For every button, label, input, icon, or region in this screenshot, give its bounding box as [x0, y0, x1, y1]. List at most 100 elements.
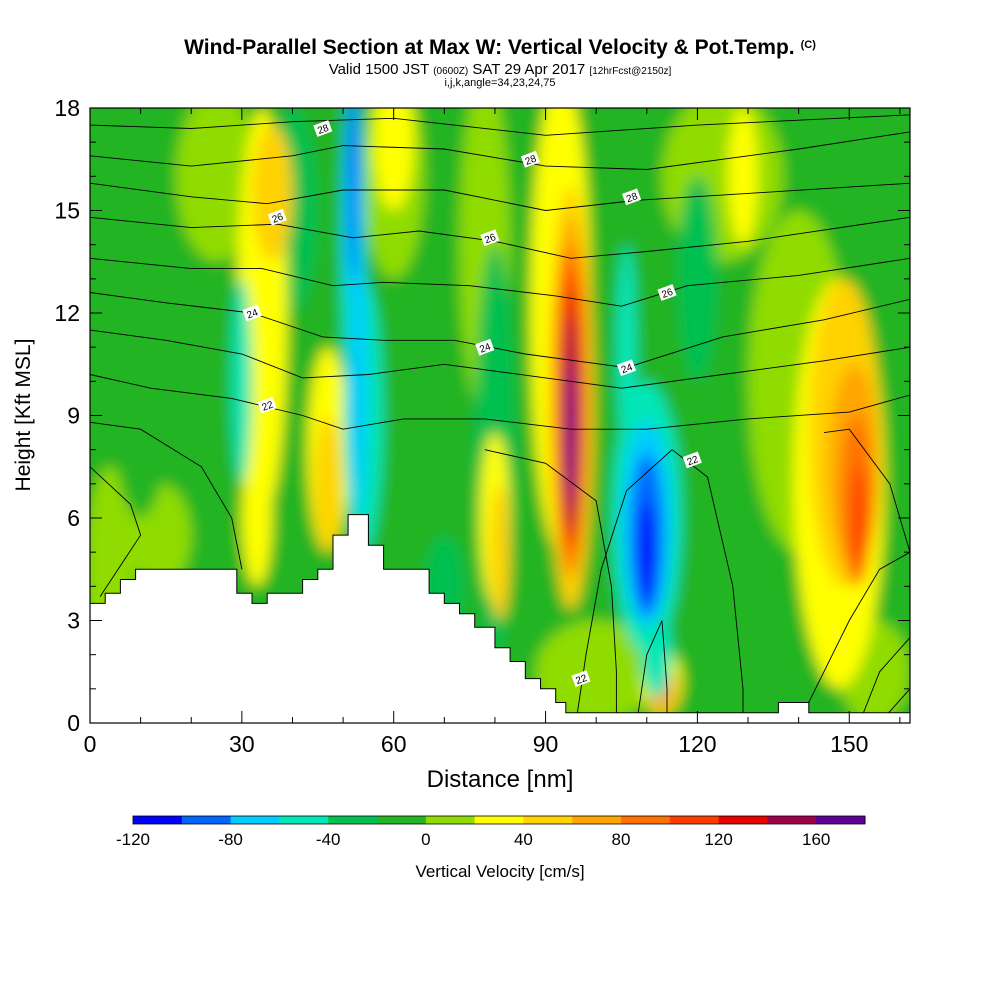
- theta-contour-line: [90, 374, 910, 430]
- y-tick-label: 3: [67, 608, 80, 634]
- colorbar-swatch: [230, 816, 280, 824]
- colorbar-swatch: [718, 816, 768, 824]
- colorbar-swatch: [816, 816, 866, 824]
- velocity-blob: [852, 466, 867, 570]
- theta-contour-line: [90, 421, 243, 570]
- colorbar-swatch: [328, 816, 378, 824]
- chart-params: i,j,k,angle=34,23,24,75: [444, 77, 556, 89]
- contour-label-group: 24: [475, 338, 495, 356]
- contour-label-group: 26: [267, 208, 287, 226]
- chart-subtitle: Valid 1500 JST (0600Z) SAT 29 Apr 2017 […: [328, 61, 672, 78]
- axes: 0 30 60 90 120 150 0 3 6 9 12 15 18: [54, 95, 910, 757]
- contour-label-group: 28: [520, 150, 540, 168]
- velocity-blob: [176, 108, 258, 262]
- contour-label: 24: [478, 341, 493, 355]
- theta-contour-line: [90, 131, 910, 170]
- contour-label: 22: [686, 454, 701, 468]
- colorbar-tick-label: 80: [612, 830, 631, 849]
- terrain-mask: [89, 514, 911, 724]
- x-axis-label: Distance [nm]: [426, 766, 574, 793]
- colorbar-swatch: [572, 816, 622, 824]
- contour-label-box: [257, 396, 277, 414]
- colorbar-tick-label: 120: [704, 830, 732, 849]
- velocity-blob: [727, 108, 759, 245]
- x-tick-label: 150: [830, 731, 868, 757]
- contour-label-box: [475, 338, 495, 356]
- colorbar: -120 -80 -40 0 40 80 120 160: [116, 815, 866, 849]
- colorbar-tick-label: 160: [802, 830, 830, 849]
- y-tick-label: 0: [67, 710, 80, 736]
- contour-label-box: [267, 208, 287, 226]
- colorbar-tick-label: -40: [316, 830, 341, 849]
- contour-label: 22: [574, 673, 589, 687]
- theta-contour-line: [90, 292, 910, 369]
- theta-contour-line: [90, 329, 910, 389]
- contour-label-box: [657, 284, 677, 301]
- copyright-mark: (C): [800, 39, 816, 51]
- colorbar-swatch: [181, 816, 232, 824]
- colorbar-swatch: [621, 816, 671, 824]
- chart-title: Wind-Parallel Section at Max W: Vertical…: [184, 36, 816, 59]
- x-tick-label: 120: [678, 731, 716, 757]
- contour-label-group: 22: [571, 670, 591, 687]
- contour-label-box: [682, 451, 702, 469]
- contour-label: 24: [245, 307, 260, 321]
- contour-label-group: 26: [657, 284, 677, 301]
- subtitle-forecast: [12hrFcst@2150z]: [589, 66, 672, 77]
- colorbar-swatch: [669, 816, 720, 824]
- colorbar-swatch: [425, 816, 476, 824]
- contour-label-group: 24: [616, 359, 637, 377]
- colorbar-swatch: [377, 816, 427, 824]
- colorbar-tick-label: 0: [421, 830, 430, 849]
- x-tick-label: 0: [84, 731, 97, 757]
- contour-label-box: [480, 229, 500, 247]
- velocity-blob: [350, 108, 357, 184]
- x-tick-label: 60: [381, 731, 407, 757]
- colorbar-frame: [132, 815, 866, 825]
- colorbar-tick-label: 40: [514, 830, 533, 849]
- y-tick-label: 15: [54, 198, 80, 224]
- contour-label-group: 26: [480, 229, 500, 247]
- contour-label-box: [616, 359, 637, 377]
- contour-label-box: [520, 150, 540, 168]
- contour-label: 28: [625, 191, 640, 205]
- contour-label: 28: [524, 153, 539, 167]
- y-tick-label: 18: [54, 95, 80, 121]
- velocity-blob: [315, 415, 341, 553]
- y-tick-label: 12: [54, 300, 80, 326]
- contour-label: 22: [261, 399, 276, 413]
- contour-label: 26: [660, 287, 675, 301]
- theta-contour-line: [636, 620, 668, 723]
- colorbar-swatch: [767, 816, 817, 824]
- contour-label-group: 28: [313, 120, 333, 137]
- x-tick-label: 30: [229, 731, 255, 757]
- velocity-blob: [231, 278, 252, 484]
- contour-label-group: 22: [682, 451, 702, 469]
- contour-label: 26: [483, 232, 498, 246]
- contour-label-box: [242, 304, 262, 322]
- contour-label: 26: [271, 211, 286, 225]
- velocity-blob: [566, 357, 575, 508]
- contour-label-group: 24: [242, 304, 262, 322]
- theta-contour-line: [858, 637, 910, 723]
- contour-label-box: [571, 670, 591, 687]
- y-tick-label: 6: [67, 505, 80, 531]
- contour-label-group: 28: [622, 188, 642, 206]
- theta-contour-line: [575, 449, 744, 723]
- velocity-blob: [373, 108, 414, 211]
- velocity-blob: [251, 125, 293, 262]
- velocity-blob: [489, 483, 511, 621]
- colorbar-tick-label: -120: [116, 830, 150, 849]
- theta-contour-line: [798, 551, 910, 723]
- velocity-blob: [241, 449, 273, 587]
- colorbar-label: Vertical Velocity [cm/s]: [415, 862, 585, 881]
- contour-label: 24: [620, 362, 635, 376]
- velocity-blob: [641, 610, 673, 700]
- velocity-blob: [349, 244, 368, 518]
- y-axis-label: Height [Kft MSL]: [12, 338, 35, 492]
- contour-label-box: [313, 120, 333, 137]
- theta-contour-line: [90, 466, 142, 597]
- subtitle-zulu: (0600Z): [433, 66, 469, 77]
- contour-label-box: [622, 188, 642, 206]
- y-tick-label: 9: [67, 403, 80, 429]
